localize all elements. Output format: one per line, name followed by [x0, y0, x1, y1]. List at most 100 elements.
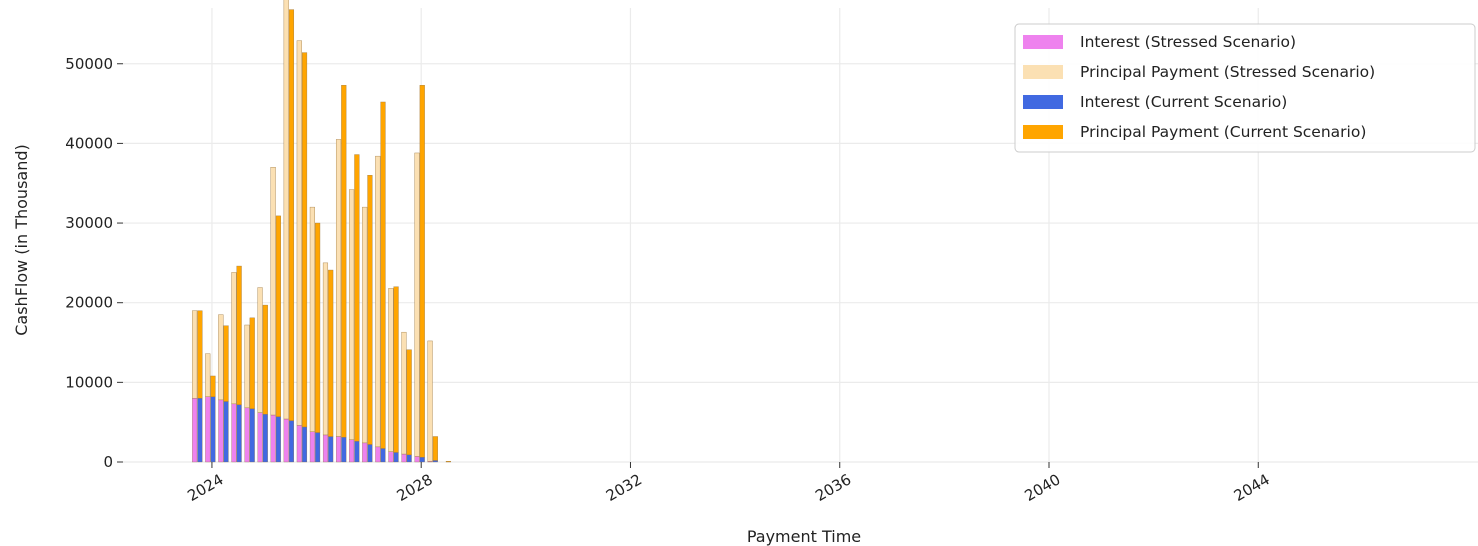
bar-interest-current: [210, 396, 216, 463]
bar-principal-stressed: [270, 167, 276, 416]
bar-principal-current: [262, 304, 268, 415]
bar-principal-current: [197, 310, 203, 399]
bar-principal-current: [328, 269, 334, 437]
bar-interest-current: [236, 404, 242, 463]
bar-principal-current: [406, 349, 412, 456]
bar-principal-current: [367, 175, 373, 445]
bar-interest-stressed: [388, 451, 394, 463]
y-tick-label: 50000: [65, 55, 113, 73]
legend-box: [1014, 23, 1476, 153]
bar-interest-stressed: [414, 456, 420, 463]
bar-interest-stressed: [322, 434, 328, 463]
bar-principal-stressed: [192, 310, 198, 399]
bar-interest-current: [380, 448, 386, 463]
bar-interest-current: [288, 420, 294, 463]
bar-principal-current: [288, 9, 295, 421]
bar-series: [192, 0, 451, 463]
bar-principal-stressed: [309, 206, 315, 432]
y-tick-label: 20000: [65, 294, 113, 312]
bar-interest-current: [393, 452, 399, 463]
bar-principal-stressed: [205, 353, 211, 397]
bar-interest-current: [328, 436, 334, 463]
legend-label: Interest (Stressed Scenario): [1080, 33, 1296, 51]
legend-label: Principal Payment (Current Scenario): [1080, 123, 1366, 141]
x-tick-label: 2036: [812, 470, 854, 505]
bar-interest-current: [419, 457, 425, 463]
legend: Interest (Stressed Scenario) Principal Pa…: [1014, 23, 1476, 153]
bar-interest-current: [223, 401, 229, 463]
bar-interest-stressed: [192, 398, 198, 463]
bar-interest-stressed: [349, 439, 355, 463]
bar-principal-stressed: [231, 272, 237, 405]
bar-principal-stressed: [401, 331, 407, 455]
bar-interest-current: [406, 454, 412, 463]
legend-swatch: [1023, 65, 1063, 79]
bar-interest-stressed: [218, 399, 224, 463]
bar-principal-current: [315, 222, 321, 433]
bar-principal-stressed: [349, 189, 355, 440]
bar-principal-stressed: [257, 287, 263, 413]
bar-interest-stressed: [244, 407, 250, 463]
bar-interest-current: [275, 416, 281, 463]
bar-principal-stressed: [388, 288, 394, 452]
bar-principal-current: [275, 215, 281, 417]
y-axis-label: CashFlow (in Thousand): [12, 144, 31, 336]
bar-principal-stressed: [322, 262, 329, 436]
bar-principal-current: [393, 286, 399, 453]
bar-principal-stressed: [414, 152, 420, 457]
bar-principal-stressed: [283, 0, 289, 420]
legend-swatch: [1023, 35, 1063, 49]
bar-principal-stressed: [335, 139, 342, 437]
bar-principal-current: [419, 85, 425, 458]
bar-interest-stressed: [309, 431, 315, 463]
bar-principal-current: [223, 325, 229, 402]
bar-principal-current: [249, 317, 255, 409]
legend-swatch: [1023, 125, 1063, 139]
x-tick-label: 2028: [394, 470, 436, 505]
bar-principal-stressed: [362, 206, 368, 444]
bar-interest-current: [302, 426, 308, 463]
bar-interest-current: [262, 414, 268, 463]
bar-interest-current: [367, 444, 373, 463]
bar-principal-current: [432, 436, 438, 461]
bar-interest-current: [197, 398, 203, 463]
legend-label: Interest (Current Scenario): [1080, 93, 1287, 111]
bar-interest-current: [354, 441, 360, 463]
bar-principal-stressed: [244, 324, 250, 409]
y-tick-label: 10000: [65, 373, 113, 391]
bar-principal-stressed: [427, 340, 433, 462]
bar-principal-stressed: [296, 40, 302, 426]
bar-principal-current: [380, 101, 386, 449]
bar-principal-stressed: [375, 155, 381, 448]
bar-principal-stressed: [218, 314, 224, 401]
bar-interest-stressed: [362, 442, 368, 463]
bar-interest-stressed: [257, 412, 263, 463]
bar-interest-current: [249, 408, 255, 463]
bar-interest-current: [315, 432, 321, 463]
y-tick-label: 40000: [65, 134, 113, 152]
bar-interest-stressed: [270, 414, 276, 463]
bar-interest-stressed: [336, 436, 342, 463]
x-tick-label: 2024: [184, 470, 226, 505]
x-tick-label: 2044: [1231, 470, 1273, 505]
bar-principal-current: [341, 85, 347, 438]
bar-interest-current: [432, 460, 438, 463]
bar-interest-stressed: [283, 418, 289, 463]
legend-swatch: [1023, 95, 1063, 109]
bar-principal-current: [301, 52, 308, 428]
x-tick-label: 2032: [603, 470, 645, 505]
x-axis-label: Payment Time: [747, 527, 861, 546]
legend-label: Principal Payment (Stressed Scenario): [1080, 63, 1375, 81]
bar-principal-current: [354, 154, 360, 442]
bar-interest-stressed: [231, 403, 237, 463]
bar-interest-current: [341, 437, 347, 463]
bar-principal-current: [236, 265, 242, 405]
bar-interest-stressed: [375, 446, 381, 463]
bar-interest-stressed: [205, 396, 211, 463]
y-tick-label: 30000: [65, 214, 113, 232]
y-tick-label: 0: [103, 453, 113, 471]
bar-interest-stressed: [296, 425, 302, 463]
bar-principal-current: [445, 461, 451, 463]
bar-principal-current: [210, 375, 216, 397]
